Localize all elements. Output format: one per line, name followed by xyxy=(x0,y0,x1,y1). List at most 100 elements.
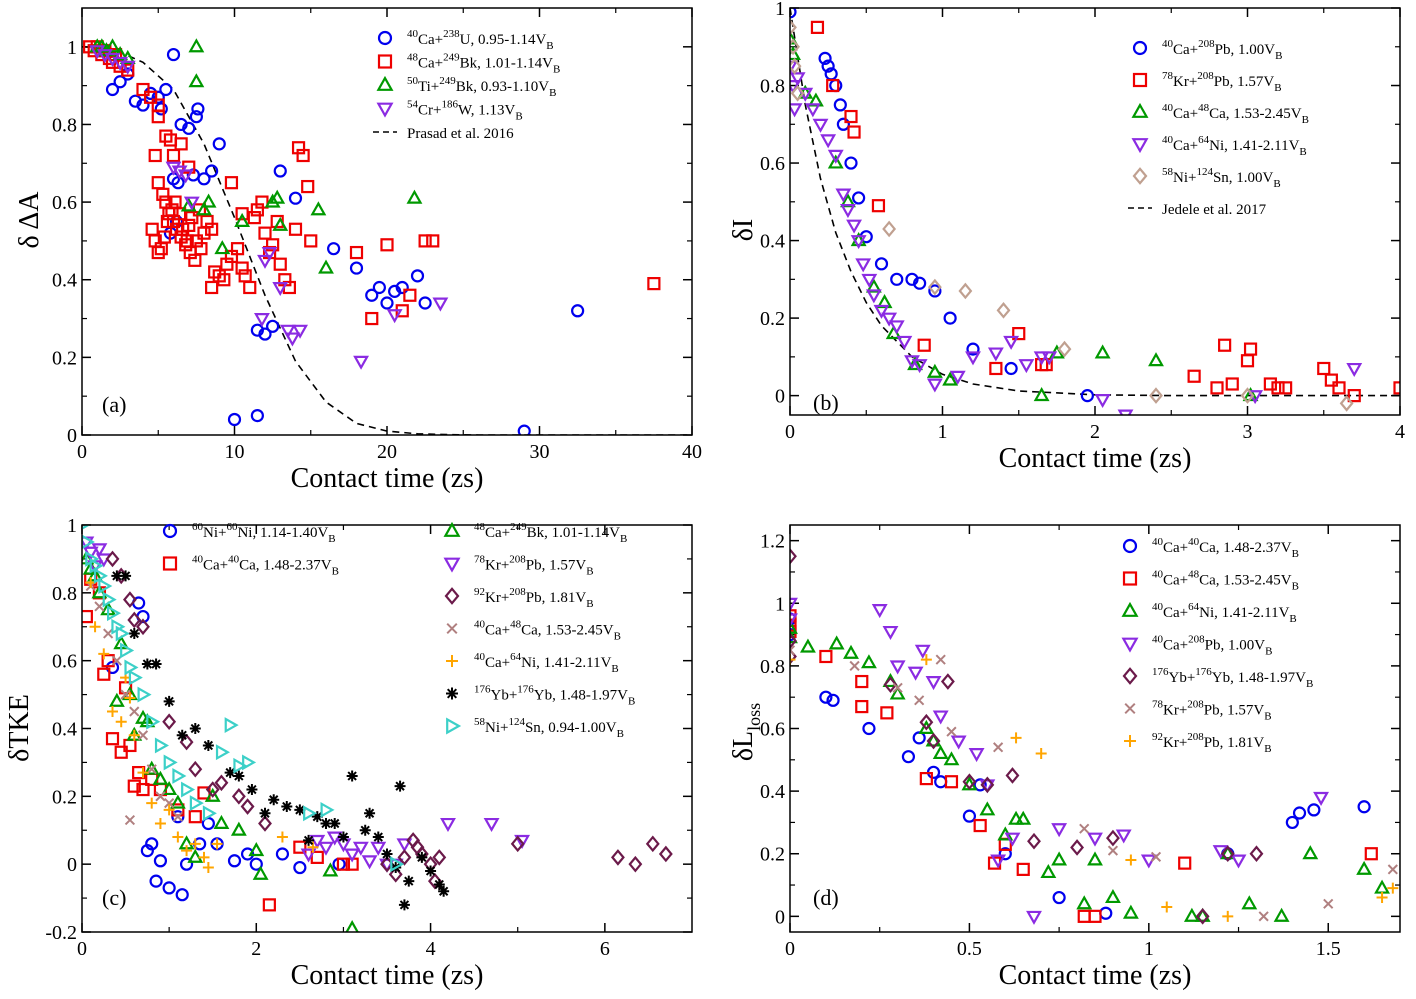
data-point xyxy=(102,591,117,608)
x-tick-label: 30 xyxy=(530,441,550,463)
x-axis-label: Contact time (zs) xyxy=(291,463,484,494)
data-point xyxy=(925,732,942,747)
legend-item: 176Yb+176Yb, 1.48-1.97VB xyxy=(1122,666,1313,690)
data-point xyxy=(162,881,176,895)
data-point xyxy=(610,849,625,866)
data-point xyxy=(189,723,201,734)
data-point xyxy=(835,188,852,203)
data-point xyxy=(157,230,171,244)
data-point xyxy=(188,810,202,824)
data-point xyxy=(1161,901,1173,913)
data-point xyxy=(979,801,996,816)
data-point xyxy=(227,412,242,427)
plot-frame xyxy=(81,7,693,436)
data-point xyxy=(205,280,219,295)
data-point xyxy=(1122,904,1139,919)
y-tick-label: 0.8 xyxy=(760,656,785,678)
series-40ca-40ca-1-48-2-37vb xyxy=(82,572,359,912)
data-point xyxy=(205,164,219,178)
panel-c: 0 2 4 6-0.200.20.40.60.81 60Ni+60Ni, 1.14-1.… xyxy=(4,515,693,991)
legend-item: 54Cr+186W, 1.13VB xyxy=(376,99,523,123)
legend-label: Prasad et al. 2016 xyxy=(407,126,514,142)
legend-label: 92Kr+208Pb, 1.81VB xyxy=(474,586,594,610)
data-point xyxy=(882,220,897,238)
data-point xyxy=(861,654,877,669)
data-point xyxy=(395,280,409,295)
data-point xyxy=(1079,823,1090,834)
data-point xyxy=(846,219,862,234)
data-point xyxy=(272,281,289,297)
data-point xyxy=(965,351,981,366)
data-point xyxy=(128,729,140,741)
legend-item: Prasad et al. 2016 xyxy=(373,126,514,142)
data-point xyxy=(266,238,280,252)
legend-label: 48Ca+249Bk, 1.01-1.14VB xyxy=(474,521,627,545)
legend-item: 78Kr+208Pb, 1.57VB xyxy=(1124,699,1272,723)
data-point xyxy=(107,706,118,718)
y-tick-label: 0.8 xyxy=(52,114,77,136)
data-point xyxy=(855,258,872,273)
data-point xyxy=(950,735,967,750)
data-point xyxy=(1088,909,1102,923)
data-point xyxy=(973,778,987,792)
data-point xyxy=(165,161,182,176)
data-point xyxy=(432,297,449,312)
legend-item: 92Kr+208Pb, 1.81VB xyxy=(1124,731,1272,755)
data-point xyxy=(1230,854,1247,869)
legend-label: 40Ca+48Ca, 1.53-2.45VB xyxy=(474,619,621,643)
data-point xyxy=(163,695,175,707)
data-point xyxy=(189,795,204,812)
data-point xyxy=(174,137,188,151)
data-point xyxy=(828,635,845,650)
data-point xyxy=(352,841,369,856)
y-tick-label: 1 xyxy=(67,515,77,537)
data-point xyxy=(517,424,531,435)
data-point xyxy=(336,857,351,871)
legend-marker xyxy=(162,556,178,571)
legend-item: 40Ca+48Ca, 1.53-2.45VB xyxy=(1131,102,1309,126)
legend-label: 50Ti+249Bk, 0.93-1.10VB xyxy=(407,75,556,99)
data-point xyxy=(248,842,265,857)
data-point xyxy=(880,706,894,720)
data-point xyxy=(826,693,840,707)
data-point xyxy=(213,814,230,829)
data-point xyxy=(370,841,387,856)
data-point xyxy=(137,686,152,703)
data-point xyxy=(288,191,303,205)
data-point xyxy=(1273,907,1290,922)
data-point xyxy=(94,601,105,612)
data-point xyxy=(790,613,798,628)
legend-marker xyxy=(444,587,460,605)
legend-marker xyxy=(1121,637,1139,653)
legend-label: 40Ca+208Pb, 1.00VB xyxy=(1162,38,1282,62)
panel-d: 0 0.5 1 1.5 0 0.2 0.4 0.6 0.8 1 1.2 40Ca+40Ca, 1.48… xyxy=(728,524,1401,991)
data-point xyxy=(172,768,187,784)
x-tick-label: 40 xyxy=(682,441,702,463)
data-point xyxy=(127,779,141,793)
data-point xyxy=(149,874,163,888)
data-point xyxy=(344,848,361,863)
data-point xyxy=(114,745,128,759)
data-point xyxy=(432,849,447,866)
data-point xyxy=(273,164,287,178)
data-point xyxy=(141,658,153,670)
legend-label: 40Ca+40Ca, 1.48-2.37VB xyxy=(192,554,339,578)
legend-item: 40Ca+64Ni, 1.41-2.11VB xyxy=(1121,601,1297,625)
data-point xyxy=(826,78,840,93)
legend-label: 40Ca+64Ni, 1.41-2.11VB xyxy=(1162,134,1307,158)
data-point xyxy=(917,338,931,352)
data-point xyxy=(790,38,800,56)
legend-item: 48Ca+249Bk, 1.01-1.14VB xyxy=(377,52,560,76)
data-point xyxy=(790,645,796,656)
data-point xyxy=(188,253,202,267)
data-point xyxy=(153,854,168,868)
data-point xyxy=(320,817,332,829)
y-tick-label: 0.2 xyxy=(52,347,77,369)
data-point xyxy=(272,216,289,231)
legend-marker xyxy=(376,102,394,118)
data-point xyxy=(365,311,379,326)
data-point xyxy=(143,760,160,775)
data-point xyxy=(261,247,278,262)
data-point xyxy=(322,862,339,877)
data-point xyxy=(187,848,204,863)
